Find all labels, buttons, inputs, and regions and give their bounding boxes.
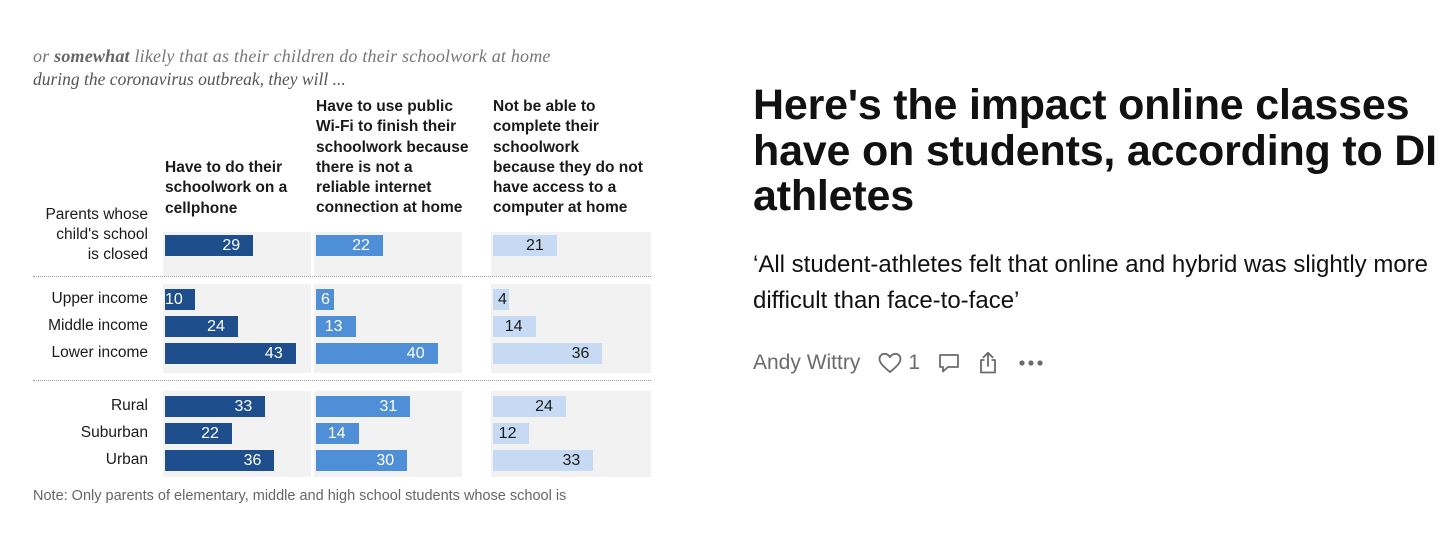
row-label: Suburban	[80, 424, 148, 441]
article-headline[interactable]: Here's the impact online classes have on…	[753, 81, 1437, 220]
like-count: 1	[908, 351, 921, 374]
column-header: Not be able to complete their schoolwork…	[493, 98, 643, 217]
bar: 24	[493, 396, 566, 417]
row-label: Middle income	[48, 317, 148, 334]
column-header: Have to use public Wi-Fi to finish their…	[316, 98, 469, 217]
bar: 43	[165, 343, 296, 364]
bar: 31	[316, 396, 411, 417]
chart-intro: during the coronavirus outbreak, they wi…	[33, 69, 346, 89]
bar: 12	[493, 423, 530, 444]
article-meta: Andy Wittry 1	[753, 348, 1044, 378]
author-name[interactable]: Andy Wittry	[753, 351, 861, 374]
bar: 33	[165, 396, 266, 417]
chart-note: Note: Only parents of elementary, middle…	[33, 488, 567, 504]
column-header: Have to do their schoolwork on a cellpho…	[165, 159, 288, 217]
bar: 22	[165, 423, 232, 444]
bar: 36	[493, 343, 603, 364]
row-label: Upper income	[51, 290, 149, 307]
row-label: Parents whose child's school is closed	[45, 206, 148, 263]
article-subtitle: ‘All student-athletes felt that online a…	[753, 251, 1429, 314]
comment-icon[interactable]	[937, 351, 961, 375]
heart-icon[interactable]	[878, 352, 902, 374]
bar: 13	[316, 316, 356, 337]
bar: 4	[493, 289, 509, 310]
share-icon[interactable]	[977, 351, 999, 375]
row-label: Rural	[110, 397, 148, 414]
cutoff-text: or somewhat likely that as their childre…	[33, 46, 551, 66]
row-label: Lower income	[51, 344, 149, 361]
group-divider	[33, 276, 651, 277]
bar: 30	[316, 450, 408, 471]
bar: 40	[316, 343, 438, 364]
group-divider	[33, 380, 651, 381]
bar: 29	[165, 235, 254, 256]
chart-image: or somewhat likely that as their childre…	[33, 38, 653, 518]
bar: 14	[316, 423, 359, 444]
bar: 33	[493, 450, 594, 471]
more-icon[interactable]	[1018, 358, 1044, 368]
bar: 36	[165, 450, 275, 471]
bar: 14	[493, 316, 536, 337]
bar: 10	[165, 289, 196, 310]
bar: 24	[165, 316, 238, 337]
bar: 21	[493, 235, 557, 256]
row-label: Urban	[105, 451, 148, 468]
bar: 22	[316, 235, 383, 256]
bar: 6	[316, 289, 335, 310]
